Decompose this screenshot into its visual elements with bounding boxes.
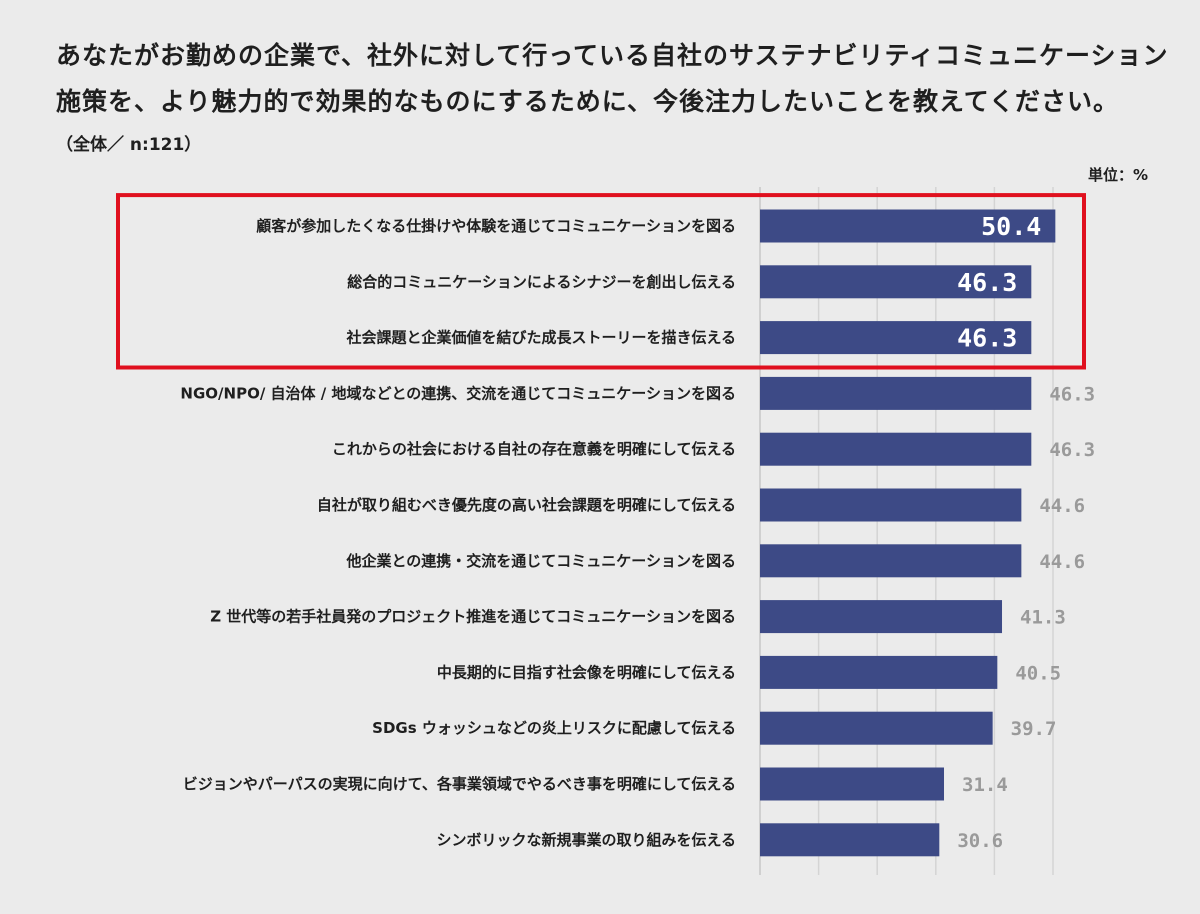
bar (760, 321, 1032, 355)
bar (760, 376, 1032, 410)
value-label: 31.4 (962, 774, 1008, 796)
category-label: Z 世代等の若手社員発のプロジェクト推進を通じてコミュニケーションを図る (210, 608, 736, 626)
chart-title-line-1: あなたがお勤めの企業で、社外に対して行っている自社のサステナビリティコミュニケー… (56, 41, 1169, 70)
bar (760, 823, 940, 857)
value-label: 46.3 (957, 324, 1017, 353)
chart-title-line-2: 施策を、より魅力的で効果的なものにするために、今後注力したいことを教えてください… (56, 87, 1120, 116)
bar (760, 600, 1003, 634)
bar (760, 544, 1022, 578)
gridlines (759, 187, 1054, 875)
value-label: 30.6 (957, 830, 1003, 852)
category-label: ビジョンやパーパスの実現に向けて、各事業領域でやるべき事を明確にして伝える (183, 775, 736, 793)
value-label: 46.3 (1049, 439, 1095, 461)
bar (760, 711, 993, 745)
unit-label: 単位：% (1087, 166, 1148, 184)
category-label: 顧客が参加したくなる仕掛けや体験を通じてコミュニケーションを図る (256, 217, 736, 235)
bar (760, 265, 1032, 299)
category-label: 総合的コミュニケーションによるシナジーを創出し伝える (347, 273, 736, 291)
category-label: 社会課題と企業価値を結びた成長ストーリーを描き伝える (345, 329, 736, 347)
chart-subtitle: （全体／ n:121） (56, 135, 202, 155)
category-label: 中長期的に目指す社会像を明確にして伝える (437, 663, 736, 681)
bar (760, 767, 945, 801)
value-label: 50.4 (981, 212, 1041, 241)
value-label: 41.3 (1020, 607, 1066, 629)
highlight-frame (116, 193, 1086, 370)
bar (760, 432, 1032, 466)
value-label: 39.7 (1011, 718, 1057, 740)
value-label: 40.5 (1015, 662, 1061, 684)
value-label: 44.6 (1039, 551, 1085, 573)
bar (760, 209, 1056, 243)
category-label: 他企業との連携・交流を通じてコミュニケーションを図る (345, 552, 736, 570)
value-label: 46.3 (957, 268, 1017, 297)
category-label: 自社が取り組むべき優先度の高い社会課題を明確にして伝える (317, 496, 736, 514)
category-label: SDGs ウォッシュなどの炎上リスクに配慮して伝える (372, 719, 736, 737)
bar (760, 655, 998, 689)
bar (760, 488, 1022, 522)
category-label: これからの社会における自社の存在意義を明確にして伝える (332, 440, 736, 458)
value-label: 44.6 (1039, 495, 1085, 517)
category-label: NGO/NPO/ 自治体 / 地域などとの連携、交流を通じてコミュニケーションを… (180, 384, 736, 402)
value-label: 46.3 (1049, 383, 1095, 405)
category-label: シンボリックな新規事業の取り組みを伝える (436, 831, 736, 849)
